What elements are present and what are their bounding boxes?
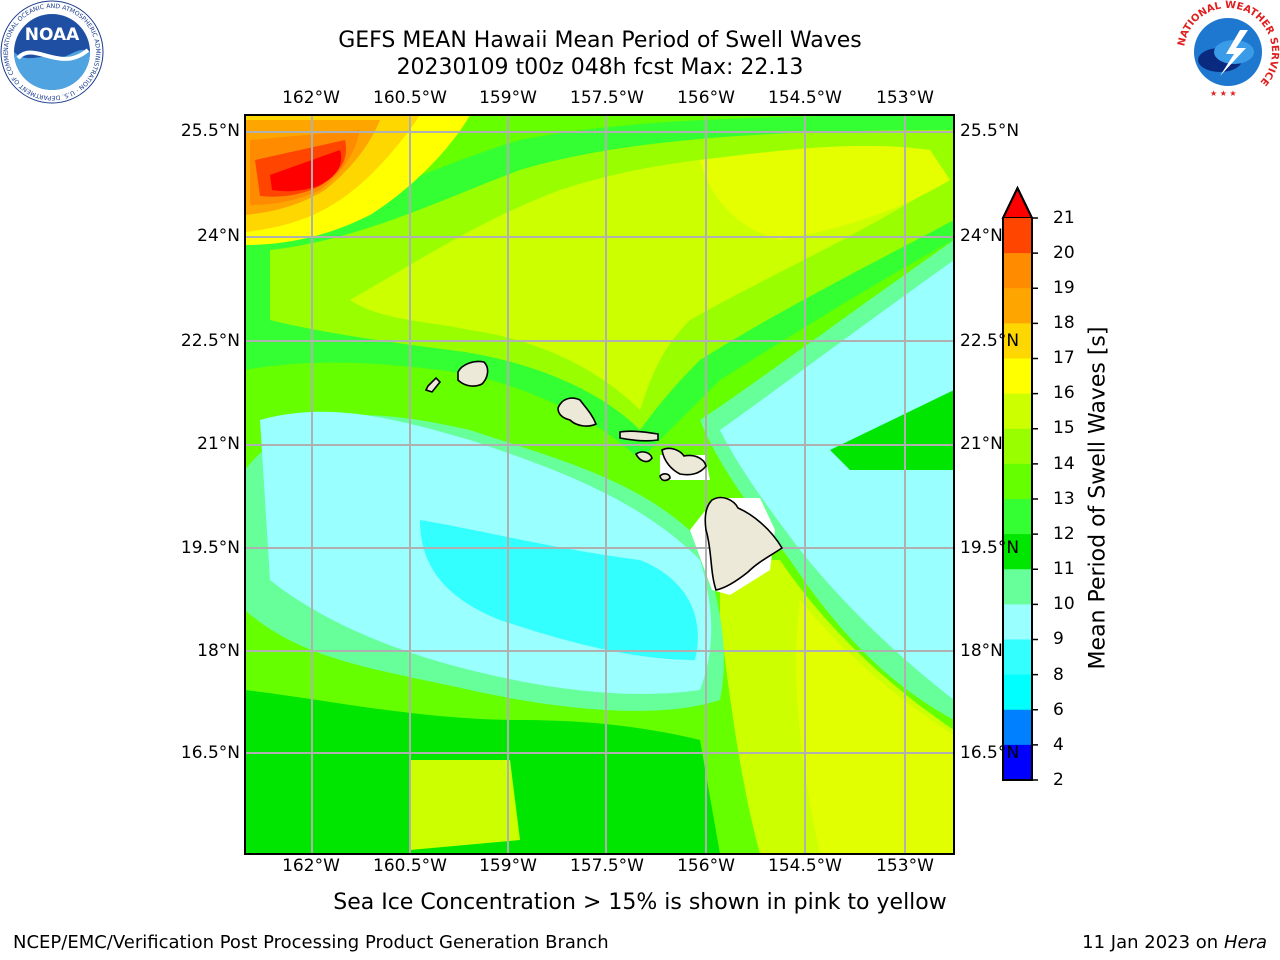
colorbar-segment [1003, 674, 1032, 711]
colorbar-tick: 18 [1053, 313, 1075, 333]
lat-label-right: 16.5°N [960, 743, 1020, 763]
lon-label-top: 159°W [479, 88, 537, 108]
kauai-island [457, 360, 489, 387]
lat-label-right: 24°N [960, 226, 1003, 246]
lat-label-left: 18°N [197, 641, 240, 661]
colorbar-segment [1003, 569, 1032, 605]
field-fill [245, 115, 954, 854]
footer-machine: Hera [1223, 932, 1267, 953]
molokai-island [619, 430, 659, 442]
lon-label-top: 162°W [282, 88, 340, 108]
colorbar-tick: 21 [1053, 208, 1075, 228]
colorbar-tick: 11 [1053, 559, 1075, 579]
lanai-island [634, 451, 653, 463]
colorbar-tick: 17 [1053, 348, 1075, 368]
colorbar-segment [1003, 604, 1032, 640]
sea-ice-note: Sea Ice Concentration > 15% is shown in … [333, 890, 947, 915]
colorbar-segment [1003, 463, 1032, 500]
lon-label-top: 153°W [876, 88, 934, 108]
lon-label-top: 156°W [677, 88, 735, 108]
map-subtitle: 20230109 t00z 048h fcst Max: 22.13 [396, 55, 804, 80]
colorbar-extension [1001, 185, 1034, 219]
lat-label-right: 22.5°N [960, 331, 1020, 351]
islands [424, 360, 784, 591]
map-title: GEFS MEAN Hawaii Mean Period of Swell Wa… [338, 28, 862, 53]
colorbar-segment [1003, 534, 1032, 570]
lat-label-left: 19.5°N [180, 538, 240, 558]
hawaii-island [704, 496, 784, 591]
lon-label-bottom: 157.5°W [570, 856, 644, 876]
colorbar-segment [1003, 639, 1032, 676]
lat-label-right: 25.5°N [960, 121, 1020, 141]
lon-label-top: 154.5°W [768, 88, 842, 108]
kahoolawe-island [659, 473, 671, 482]
colorbar-segment [1003, 393, 1032, 430]
colorbar-tick: 12 [1053, 524, 1075, 544]
niihau-island [424, 376, 442, 393]
colorbar-tick: 13 [1053, 489, 1075, 509]
colorbar-tick: 19 [1053, 278, 1075, 298]
colorbar-segment [1003, 709, 1032, 746]
colorbar-segment [1003, 323, 1032, 359]
colorbar-tick: 8 [1053, 665, 1064, 685]
lon-label-bottom: 159°W [479, 856, 537, 876]
colorbar-segment [1003, 499, 1032, 535]
colorbar-tick: 9 [1053, 629, 1064, 649]
lat-label-left: 25.5°N [180, 121, 240, 141]
lat-label-left: 16.5°N [180, 743, 240, 763]
colorbar-label: Mean Period of Swell Waves [s] [1085, 326, 1111, 670]
lat-label-left: 22.5°N [180, 331, 240, 351]
lon-label-top: 160.5°W [373, 88, 447, 108]
footer-credit: NCEP/EMC/Verification Post Processing Pr… [13, 932, 609, 953]
colorbar-tick: 2 [1053, 770, 1064, 790]
noaa-wordmark: NOAA [25, 25, 80, 45]
maui-island [661, 447, 707, 476]
map-frame [244, 114, 955, 855]
nws-stars: ★ ★ ★ [1210, 89, 1237, 98]
noaa-logo: NATIONAL OCEANIC AND ATMOSPHERIC ADMINIS… [0, 0, 104, 104]
footer-date: 11 Jan 2023 on Hera [1082, 932, 1267, 953]
lon-label-bottom: 154.5°W [768, 856, 842, 876]
lon-label-top: 157.5°W [570, 88, 644, 108]
footer-date-text: 11 Jan 2023 on [1082, 932, 1224, 953]
colorbar-tick: 6 [1053, 700, 1064, 720]
colorbar-segment [1003, 428, 1032, 465]
lon-label-bottom: 156°W [677, 856, 735, 876]
lat-label-right: 21°N [960, 434, 1003, 454]
lon-label-bottom: 160.5°W [373, 856, 447, 876]
lon-label-bottom: 153°W [876, 856, 934, 876]
graticule [245, 115, 954, 854]
colorbar-segment [1003, 218, 1032, 254]
colorbar-tick: 15 [1053, 418, 1075, 438]
colorbar [1001, 185, 1038, 781]
lat-label-right: 19.5°N [960, 538, 1020, 558]
lat-label-left: 24°N [197, 226, 240, 246]
lon-label-bottom: 162°W [282, 856, 340, 876]
colorbar-segment [1003, 288, 1032, 324]
lat-label-left: 21°N [197, 434, 240, 454]
colorbar-segment [1003, 358, 1032, 395]
colorbar-tick: 16 [1053, 383, 1075, 403]
colorbar-segment [1003, 253, 1032, 289]
colorbar-tick: 14 [1053, 454, 1075, 474]
lat-label-right: 18°N [960, 641, 1003, 661]
oahu-island [557, 397, 598, 427]
colorbar-tick: 20 [1053, 243, 1075, 263]
nws-logo: NATIONAL WEATHER SERVICE ★ ★ ★ [1176, 0, 1280, 103]
colorbar-segment [1003, 744, 1032, 781]
colorbar-tick: 10 [1053, 594, 1075, 614]
colorbar-tick: 4 [1053, 735, 1064, 755]
